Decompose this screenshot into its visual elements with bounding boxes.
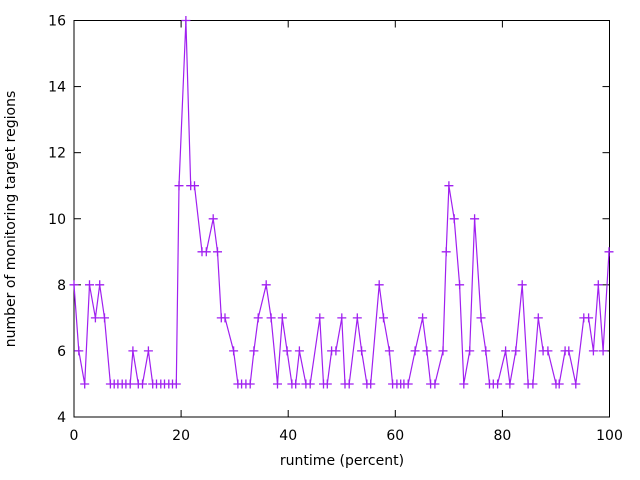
y-tick-label: 8 xyxy=(57,278,66,294)
y-tick-label: 6 xyxy=(57,344,66,360)
y-tick-label: 16 xyxy=(48,14,66,30)
x-tick-label: 80 xyxy=(493,428,511,444)
data-series-line xyxy=(73,20,610,385)
y-tick-label: 4 xyxy=(57,410,66,426)
x-tick-label: 0 xyxy=(70,428,79,444)
data-point-markers xyxy=(69,16,614,389)
plot-border xyxy=(73,20,610,418)
x-tick-label: 100 xyxy=(596,428,623,444)
x-tick-label: 40 xyxy=(279,428,297,444)
y-axis-title: number of monitoring target regions xyxy=(3,90,19,348)
y-tick-label: 10 xyxy=(48,212,66,228)
y-tick-label: 14 xyxy=(48,80,66,96)
y-tick-label: 12 xyxy=(48,146,66,162)
x-tick-label: 20 xyxy=(172,428,190,444)
x-tick-label: 60 xyxy=(386,428,404,444)
x-axis-title: runtime (percent) xyxy=(279,453,405,469)
